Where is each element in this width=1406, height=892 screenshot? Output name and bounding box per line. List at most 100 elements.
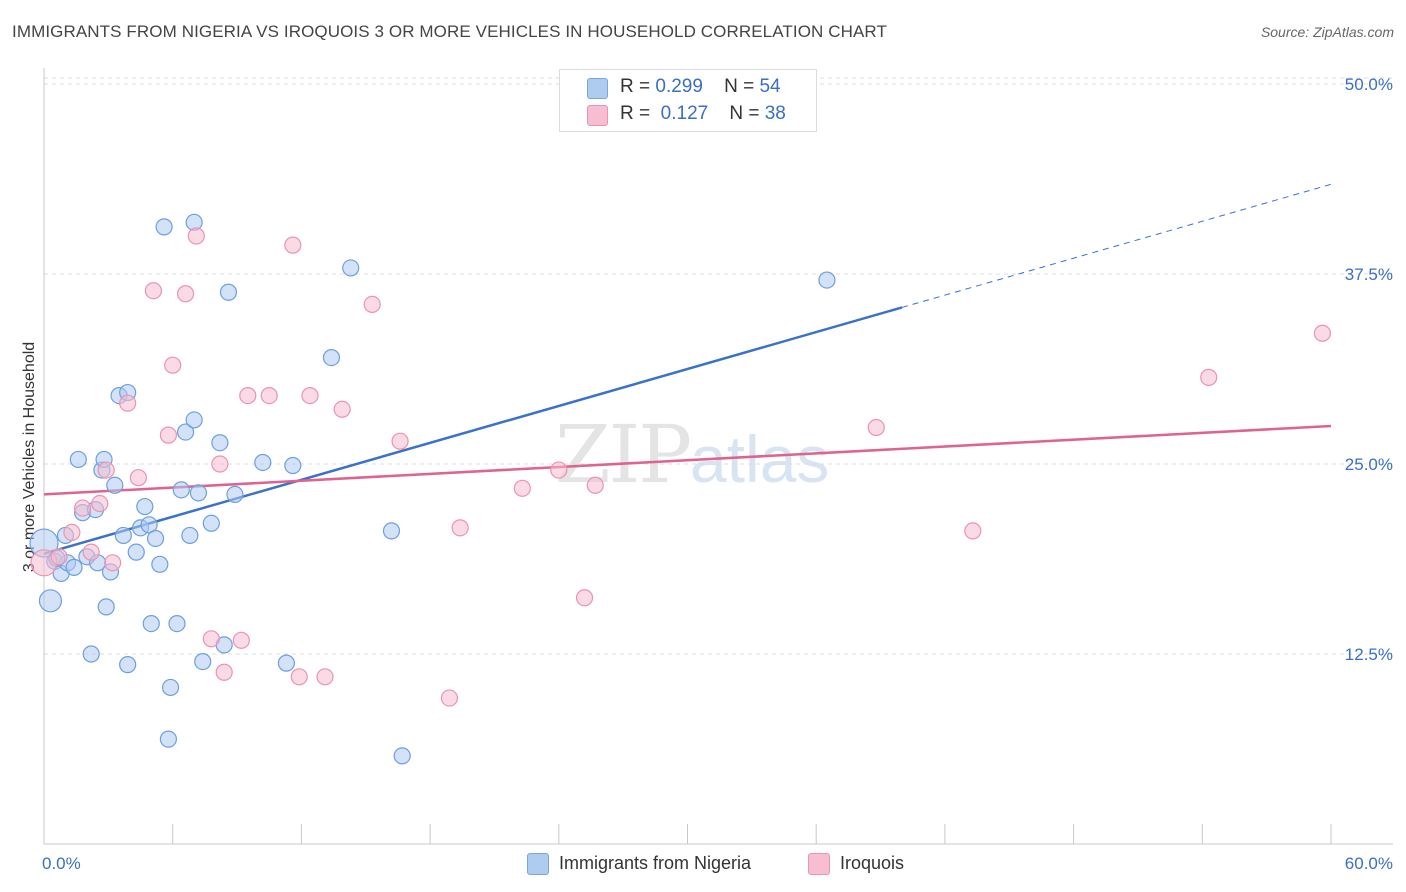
point-iroquois: [129, 469, 147, 487]
point-iroquois: [74, 499, 92, 517]
point-iroquois: [211, 455, 229, 473]
grid-lines: [44, 77, 1393, 655]
point-iroquois: [82, 543, 100, 561]
point-nigeria: [202, 514, 220, 532]
point-iroquois: [1200, 368, 1218, 386]
r-label: R =: [620, 76, 651, 97]
point-iroquois: [164, 356, 182, 374]
point-iroquois: [290, 668, 308, 686]
y-tick-label: 25.0%: [1345, 455, 1393, 474]
trend-lines: [43, 183, 1332, 555]
pink-swatch-icon: [587, 105, 608, 126]
point-nigeria: [146, 529, 165, 548]
chart-title: IMMIGRANTS FROM NIGERIA VS IROQUOIS 3 OR…: [12, 22, 887, 41]
point-nigeria: [119, 656, 137, 674]
point-nigeria: [219, 283, 238, 301]
point-iroquois: [451, 519, 469, 537]
source-credit: Source: ZipAtlas.com: [1260, 24, 1394, 40]
r-value: 0.299: [655, 76, 703, 97]
point-nigeria: [69, 450, 87, 469]
trend-line-nigeria: [43, 306, 903, 555]
n-value: 38: [764, 103, 786, 124]
point-nigeria: [284, 456, 302, 475]
legend-label: Iroquois: [840, 853, 905, 873]
point-iroquois: [363, 295, 381, 313]
point-nigeria: [151, 555, 169, 573]
point-iroquois: [550, 461, 568, 479]
point-nigeria: [106, 476, 124, 494]
data-points: [29, 213, 1332, 765]
blue-swatch-icon: [527, 853, 549, 875]
y-tick-label: 12.5%: [1345, 645, 1393, 664]
y-tick-label: 37.5%: [1345, 265, 1393, 284]
point-iroquois: [232, 631, 250, 649]
point-nigeria: [176, 423, 195, 441]
r-label: R =: [620, 103, 651, 124]
tick-labels: 12.5% 25.0% 37.5% 50.0% 0.0% 60.0%: [42, 75, 1393, 873]
stats-legend: R = 0.299 N = 54 R = 0.127 N = 38: [559, 69, 817, 132]
point-iroquois: [1313, 324, 1332, 342]
point-iroquois: [104, 554, 122, 572]
axes: [43, 68, 1393, 845]
point-iroquois: [202, 630, 220, 648]
point-nigeria: [172, 481, 190, 499]
n-value: 54: [759, 76, 781, 97]
point-nigeria: [155, 218, 173, 236]
point-iroquois: [575, 589, 594, 607]
point-nigeria: [82, 645, 100, 663]
point-iroquois: [867, 418, 885, 437]
point-iroquois: [159, 426, 178, 444]
point-nigeria: [127, 543, 145, 561]
point-nigeria: [142, 614, 160, 633]
point-iroquois: [91, 494, 109, 513]
point-iroquois: [260, 387, 278, 405]
point-nigeria: [818, 271, 836, 289]
point-iroquois: [391, 432, 409, 450]
point-nigeria: [194, 652, 212, 671]
legend-label: Immigrants from Nigeria: [559, 853, 752, 873]
point-nigeria: [181, 526, 199, 545]
pink-swatch-icon: [808, 853, 830, 875]
point-iroquois: [301, 387, 319, 405]
point-iroquois: [586, 476, 604, 494]
point-nigeria: [114, 526, 132, 545]
trend-line-iroquois: [43, 424, 1332, 496]
point-nigeria: [393, 747, 411, 765]
point-nigeria: [185, 411, 203, 429]
n-label: N =: [729, 103, 760, 124]
point-iroquois: [333, 400, 351, 418]
point-iroquois: [97, 461, 115, 479]
point-nigeria: [211, 434, 229, 452]
point-nigeria: [168, 614, 186, 633]
n-label: N =: [724, 76, 755, 97]
point-iroquois: [440, 689, 459, 707]
point-nigeria: [254, 453, 272, 472]
point-nigeria: [97, 598, 115, 616]
point-nigeria: [136, 497, 154, 516]
point-nigeria: [65, 558, 83, 576]
point-iroquois: [239, 387, 257, 405]
point-iroquois: [50, 548, 68, 566]
point-iroquois: [215, 663, 233, 681]
y-tick-label: 50.0%: [1345, 75, 1393, 94]
point-iroquois: [119, 394, 137, 412]
point-iroquois: [63, 523, 81, 542]
point-nigeria: [159, 730, 178, 748]
r-value: 0.127: [660, 103, 709, 124]
point-iroquois: [187, 227, 205, 245]
watermark: ZIPatlas: [555, 408, 829, 501]
point-nigeria: [161, 678, 180, 697]
point-nigeria: [342, 259, 360, 277]
point-iroquois: [964, 522, 982, 540]
point-nigeria: [277, 654, 295, 672]
point-iroquois: [316, 668, 334, 686]
x-tick-label: 60.0%: [1345, 854, 1393, 873]
blue-swatch-icon: [587, 78, 608, 99]
point-iroquois: [284, 236, 302, 254]
x-tick-label: 0.0%: [42, 854, 81, 873]
point-nigeria: [226, 485, 244, 503]
point-nigeria: [38, 589, 63, 613]
point-iroquois: [513, 479, 531, 497]
point-nigeria: [322, 349, 341, 367]
